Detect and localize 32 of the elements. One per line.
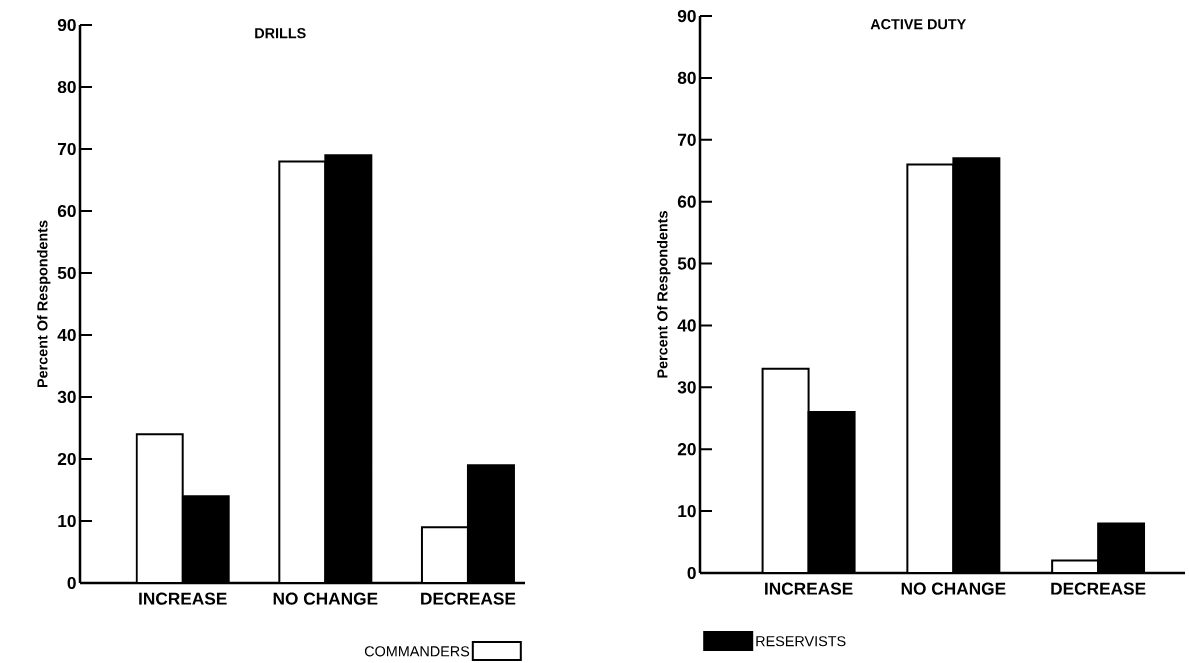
y-tick-label: 60 — [57, 204, 76, 218]
y-tick-label: 70 — [57, 142, 76, 156]
y-tick-label: 80 — [57, 80, 76, 94]
y-tick-label: 40 — [57, 328, 76, 342]
y-tick-label: 70 — [677, 133, 696, 146]
x-tick-label: DECREASE — [421, 592, 516, 605]
y-tick-label: 40 — [677, 319, 696, 332]
y-tick-label: 10 — [58, 514, 76, 528]
x-tick-label: INCREASE — [139, 592, 227, 605]
y-tick-label: 30 — [677, 381, 696, 394]
y-axis-title: Percent Of Respondents — [36, 220, 51, 388]
legend-label: RESERVISTS — [756, 636, 846, 647]
y-tick-label: 10 — [678, 505, 696, 518]
y-tick-label: 20 — [677, 443, 696, 456]
y-tick-label: 0 — [687, 566, 696, 580]
y-tick-label: 0 — [67, 576, 76, 590]
x-tick-label: INCREASE — [765, 582, 853, 595]
y-tick-label: 90 — [677, 9, 696, 23]
chart-title: DRILLS — [255, 28, 306, 39]
y-tick-label: 20 — [57, 452, 76, 466]
y-axis-title: Percent Of Respondents — [656, 211, 671, 378]
y-tick-label: 30 — [57, 390, 76, 404]
x-tick-label: NO CHANGE — [273, 592, 378, 605]
chart-title: ACTIVE DUTY — [870, 19, 967, 30]
y-tick-label: 80 — [677, 71, 696, 85]
x-tick-label: DECREASE — [1051, 582, 1146, 595]
y-tick-label: 60 — [677, 195, 696, 208]
y-tick-label: 90 — [57, 18, 76, 32]
text: COMMANDERS — [364, 646, 470, 657]
y-tick-label: 50 — [57, 266, 76, 280]
y-tick-label: 50 — [677, 257, 696, 270]
x-tick-label: NO CHANGE — [901, 582, 1006, 595]
